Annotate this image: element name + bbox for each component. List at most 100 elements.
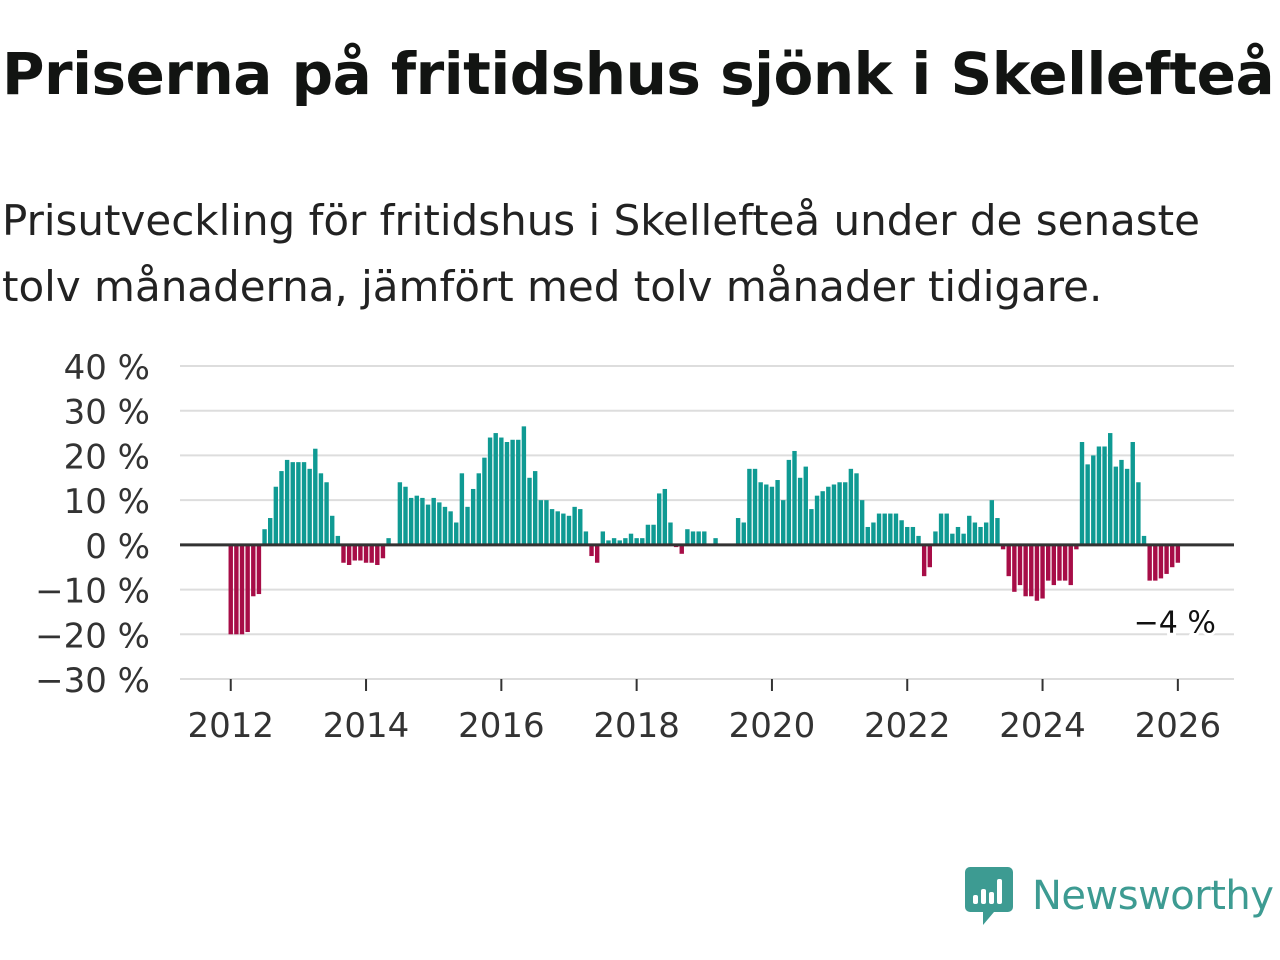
bar: [1074, 544, 1079, 550]
y-tick-label: −10 %: [35, 572, 150, 612]
bar: [414, 495, 419, 545]
bar: [251, 544, 256, 597]
x-tick-label: 2018: [593, 706, 680, 740]
bar: [651, 524, 656, 545]
y-tick-label: −30 %: [35, 661, 150, 701]
bar: [380, 544, 386, 559]
bar: [369, 544, 374, 563]
bar: [318, 473, 324, 545]
bar: [933, 531, 938, 545]
bar: [696, 531, 701, 545]
bar: [262, 529, 267, 545]
x-tick-label: 2022: [864, 706, 951, 740]
x-tick-label: 2012: [187, 706, 274, 740]
bar: [623, 538, 628, 545]
bar-series: [228, 426, 1181, 635]
bar: [493, 433, 498, 545]
bar: [561, 513, 566, 545]
bar: [803, 466, 808, 545]
bar: [735, 518, 741, 545]
bar: [1164, 544, 1169, 574]
bar: [403, 486, 408, 545]
bar: [876, 513, 882, 545]
bar: [1124, 468, 1130, 545]
bar: [1029, 544, 1034, 597]
y-tick-label: 10 %: [64, 482, 150, 522]
bar: [843, 482, 848, 545]
bar: [961, 533, 966, 545]
bar: [516, 439, 521, 545]
bar: [273, 486, 279, 545]
y-tick-label: 30 %: [64, 393, 150, 433]
bar: [628, 533, 634, 545]
bar: [944, 513, 949, 545]
bar: [335, 535, 341, 545]
bar: [538, 500, 544, 545]
bar: [662, 488, 668, 545]
bar: [245, 544, 250, 633]
bar: [955, 526, 961, 545]
bar: [1130, 442, 1135, 545]
bar: [532, 471, 538, 545]
bar: [865, 526, 870, 545]
bar: [792, 450, 797, 545]
bar: [290, 462, 295, 545]
bar: [617, 540, 622, 545]
bar: [313, 448, 318, 545]
bar: [555, 511, 560, 545]
y-tick-label: 40 %: [64, 348, 150, 388]
bar: [814, 495, 820, 545]
bar: [307, 468, 312, 545]
bar: [685, 529, 690, 545]
bar: [702, 531, 707, 545]
bar: [521, 426, 527, 545]
gridlines: [180, 365, 1234, 680]
bar: [301, 462, 307, 545]
bar: [764, 484, 769, 545]
bar: [741, 522, 746, 545]
bar: [476, 473, 481, 545]
bar: [482, 457, 487, 545]
bar: [330, 515, 335, 545]
x-axis: 2012 2014 2016 2018 2020 2022 2024 2026: [187, 679, 1221, 740]
bar: [634, 538, 639, 545]
x-tick-label: 2024: [999, 706, 1086, 740]
bar: [549, 509, 555, 545]
bar: [448, 511, 453, 545]
bar: [888, 513, 893, 545]
bar: [1147, 544, 1152, 581]
bar: [397, 482, 403, 545]
bar: [826, 486, 831, 545]
bar: [358, 544, 363, 561]
bar: [781, 500, 786, 545]
brand-name: Newsworthy: [1032, 873, 1274, 919]
y-tick-label: 0 %: [85, 527, 150, 567]
bar: [408, 497, 414, 545]
x-tick-label: 2014: [323, 706, 410, 740]
bar: [487, 437, 493, 545]
bar: [656, 493, 662, 545]
bar: [583, 531, 589, 545]
bar: [690, 531, 696, 545]
bar: [1000, 544, 1006, 550]
bar: [1006, 544, 1011, 577]
bar: [837, 482, 842, 545]
bar: [470, 488, 476, 545]
chart-title: Priserna på fritidshus sjönk i Skellefte…: [2, 40, 1275, 108]
bar: [882, 513, 887, 545]
bar: [1175, 544, 1181, 563]
bar: [910, 526, 916, 545]
bar: [420, 497, 425, 545]
bar: [1068, 544, 1073, 586]
bar: [899, 520, 904, 545]
bar: [972, 522, 978, 545]
bar: [589, 544, 594, 557]
y-axis: 40 % 30 %20 % 10 % 0 % −10 %−20 % −30 %: [35, 348, 150, 701]
bar: [1096, 446, 1102, 545]
bar: [566, 515, 572, 545]
brand-logo: Newsworthy: [964, 864, 1274, 928]
bar: [927, 544, 932, 568]
bar: [363, 544, 369, 563]
bar: [1102, 446, 1107, 545]
bar: [950, 533, 955, 545]
